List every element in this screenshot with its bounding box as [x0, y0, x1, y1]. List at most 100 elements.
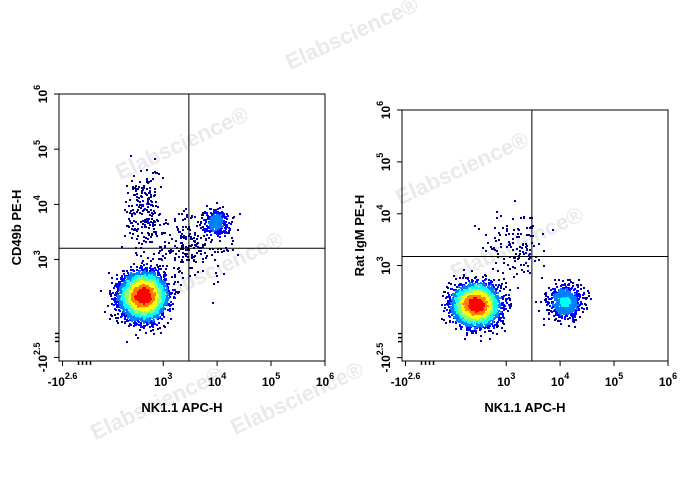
event-dot — [191, 254, 193, 256]
event-dot — [136, 196, 138, 198]
event-dot — [190, 238, 192, 240]
event-dot — [158, 258, 160, 260]
watermark-text: Elabscience® — [447, 202, 588, 285]
event-dot — [570, 281, 572, 283]
x-tick-label: 103 — [154, 371, 172, 389]
event-dot — [166, 292, 168, 294]
event-dot — [206, 228, 208, 230]
event-dot — [465, 282, 467, 284]
event-dot — [149, 305, 151, 307]
event-dot — [475, 313, 477, 315]
event-dot — [137, 320, 139, 322]
event-dot — [162, 255, 164, 257]
event-dot — [154, 276, 156, 278]
event-dot — [520, 217, 522, 219]
event-dot — [181, 213, 183, 215]
event-dot — [155, 269, 157, 271]
event-dot — [494, 304, 496, 306]
event-dot — [467, 314, 469, 316]
event-dot — [153, 290, 155, 292]
event-dot — [153, 333, 155, 335]
event-dot — [157, 279, 159, 281]
event-dot — [532, 225, 534, 227]
event-dot — [469, 288, 471, 290]
event-dot — [146, 320, 148, 322]
event-dot — [494, 299, 496, 301]
event-dot — [140, 255, 142, 257]
event-dot — [186, 214, 188, 216]
event-dot — [482, 280, 484, 282]
event-dot — [456, 320, 458, 322]
event-dot — [514, 260, 516, 262]
event-dot — [117, 295, 119, 297]
event-dot — [185, 255, 187, 257]
event-dot — [148, 218, 150, 220]
event-dot — [170, 251, 172, 253]
event-dot — [166, 287, 168, 289]
event-dot — [152, 271, 154, 273]
event-dot — [151, 218, 153, 220]
event-dot — [144, 219, 146, 221]
event-dot — [566, 307, 568, 309]
event-dot — [202, 261, 204, 263]
event-dot — [116, 274, 118, 276]
event-dot — [463, 275, 465, 277]
event-dot — [576, 284, 578, 286]
event-dot — [171, 276, 173, 278]
event-dot — [484, 284, 486, 286]
event-dot — [121, 280, 123, 282]
event-dot — [149, 241, 151, 243]
event-dot — [471, 325, 473, 327]
event-dot — [164, 291, 166, 293]
event-dot — [582, 294, 584, 296]
event-dot — [239, 213, 241, 215]
event-dot — [585, 304, 587, 306]
event-dot — [165, 268, 167, 270]
event-dot — [113, 287, 115, 289]
event-dot — [123, 311, 125, 313]
event-dot — [208, 237, 210, 239]
event-dot — [523, 217, 525, 219]
event-dot — [160, 304, 162, 306]
event-dot — [173, 296, 175, 298]
event-dot — [150, 330, 152, 332]
event-dot — [512, 242, 514, 244]
event-dot — [220, 214, 222, 216]
event-dot — [146, 218, 148, 220]
event-dot — [164, 295, 166, 297]
event-dot — [441, 304, 443, 306]
event-dot — [452, 312, 454, 314]
event-dot — [471, 287, 473, 289]
event-dot — [134, 288, 136, 290]
event-dot — [116, 278, 118, 280]
event-dot — [135, 334, 137, 336]
event-dot — [147, 238, 149, 240]
event-dot — [132, 209, 134, 211]
event-dot — [148, 308, 150, 310]
event-dot — [466, 332, 468, 334]
event-dot — [170, 304, 172, 306]
event-dot — [498, 279, 500, 281]
event-dot — [163, 299, 165, 301]
event-dot — [515, 253, 517, 255]
event-dot — [478, 228, 480, 230]
event-dot — [513, 229, 515, 231]
event-dot — [182, 248, 184, 250]
event-dot — [204, 252, 206, 254]
event-dot — [181, 233, 183, 235]
event-dot — [458, 308, 460, 310]
event-dot — [125, 286, 127, 288]
event-dot — [523, 264, 525, 266]
event-dot — [453, 289, 455, 291]
event-dot — [508, 244, 510, 246]
event-dot — [194, 216, 196, 218]
event-dot — [556, 286, 558, 288]
event-dot — [151, 234, 153, 236]
event-dot — [141, 326, 143, 328]
event-dot — [497, 286, 499, 288]
event-dot — [492, 321, 494, 323]
event-dot — [532, 235, 534, 237]
event-dot — [136, 269, 138, 271]
event-dot — [124, 318, 126, 320]
event-dot — [490, 282, 492, 284]
